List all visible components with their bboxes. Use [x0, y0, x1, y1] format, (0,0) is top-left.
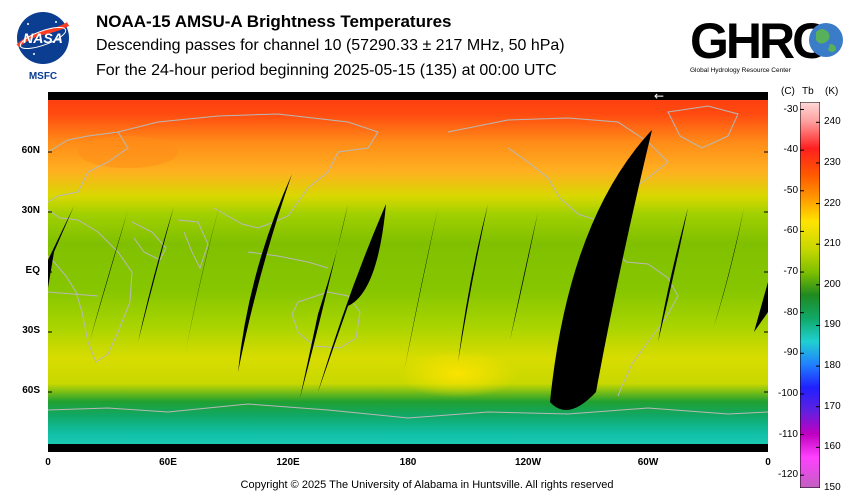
colorbar-celsius-label: -80 [783, 306, 798, 318]
period-subtitle: For the 24-hour period beginning 2025-05… [96, 62, 557, 79]
lat-label: 30N [21, 205, 40, 216]
colorbar-celsius-label: -50 [783, 184, 798, 196]
colorbar-kelvin-label: 210 [824, 238, 841, 250]
colorbar-kelvin-label: 240 [824, 116, 841, 128]
warm-anomaly [398, 350, 518, 398]
colorbar-kelvin-label: 170 [824, 400, 841, 412]
ghrc-logo-text: GHRC [690, 13, 827, 69]
channel-subtitle: Descending passes for channel 10 (57290.… [96, 37, 565, 54]
lat-label: 60N [21, 145, 40, 156]
copyright-text: Copyright © 2025 The University of Alaba… [240, 479, 614, 491]
lat-label: 30S [22, 325, 40, 336]
nasa-logo-text: NASA [23, 30, 63, 46]
colorbar-celsius-label: -90 [783, 347, 798, 359]
colorbar-celsius-label: -40 [783, 144, 798, 156]
lon-label: 60E [159, 457, 177, 468]
lon-label: 120W [514, 457, 542, 468]
direction-arrow: ← [654, 92, 664, 103]
ghrc-logo: GHRC Global Hydrology Resource Center [690, 13, 843, 74]
colorbar-kelvin-label: 200 [824, 278, 841, 290]
lon-label: 120E [276, 457, 300, 468]
colorbar-header-tb: Tb [802, 86, 814, 97]
colorbar-celsius-label: -120 [777, 469, 798, 481]
nasa-logo: NASA MSFC [16, 12, 70, 82]
colorbar-celsius-label: -110 [778, 428, 798, 440]
colorbar-gradient [800, 102, 820, 488]
map-ticks [48, 151, 768, 452]
warm-anomaly-2 [78, 136, 178, 168]
lat-label: EQ [25, 265, 40, 276]
colorbar-kelvin-label: 220 [824, 197, 841, 209]
lon-label: 60W [637, 457, 659, 468]
lon-label: 0 [45, 457, 51, 468]
msfc-text: MSFC [29, 71, 57, 82]
colorbar-kelvin-label: 180 [824, 360, 841, 372]
colorbar-celsius-label: -100 [777, 387, 798, 399]
brightness-map: ← [48, 92, 768, 452]
page-title: NOAA-15 AMSU-A Brightness Temperatures [96, 12, 452, 31]
no-data-swaths [48, 92, 768, 452]
ghrc-subtext: Global Hydrology Resource Center [690, 67, 792, 74]
colorbar-kelvin-label: 150 [824, 482, 841, 493]
colorbar-kelvin-label: 190 [824, 319, 841, 331]
colorbar-header-k: (K) [825, 86, 839, 97]
coastlines [48, 105, 768, 419]
lon-label: 0 [765, 457, 771, 468]
colorbar-ticks [800, 109, 820, 488]
colorbar-celsius-label: -70 [783, 266, 798, 278]
colorbar-celsius-label: -30 [783, 103, 798, 115]
lon-label: 180 [399, 457, 417, 468]
lat-label: 60S [22, 385, 40, 396]
colorbar-header-c: (C) [781, 86, 795, 97]
colorbar [800, 102, 820, 488]
colorbar-celsius-label: -60 [783, 225, 798, 237]
colorbar-kelvin-label: 230 [824, 156, 841, 168]
colorbar-kelvin-label: 160 [824, 441, 841, 453]
